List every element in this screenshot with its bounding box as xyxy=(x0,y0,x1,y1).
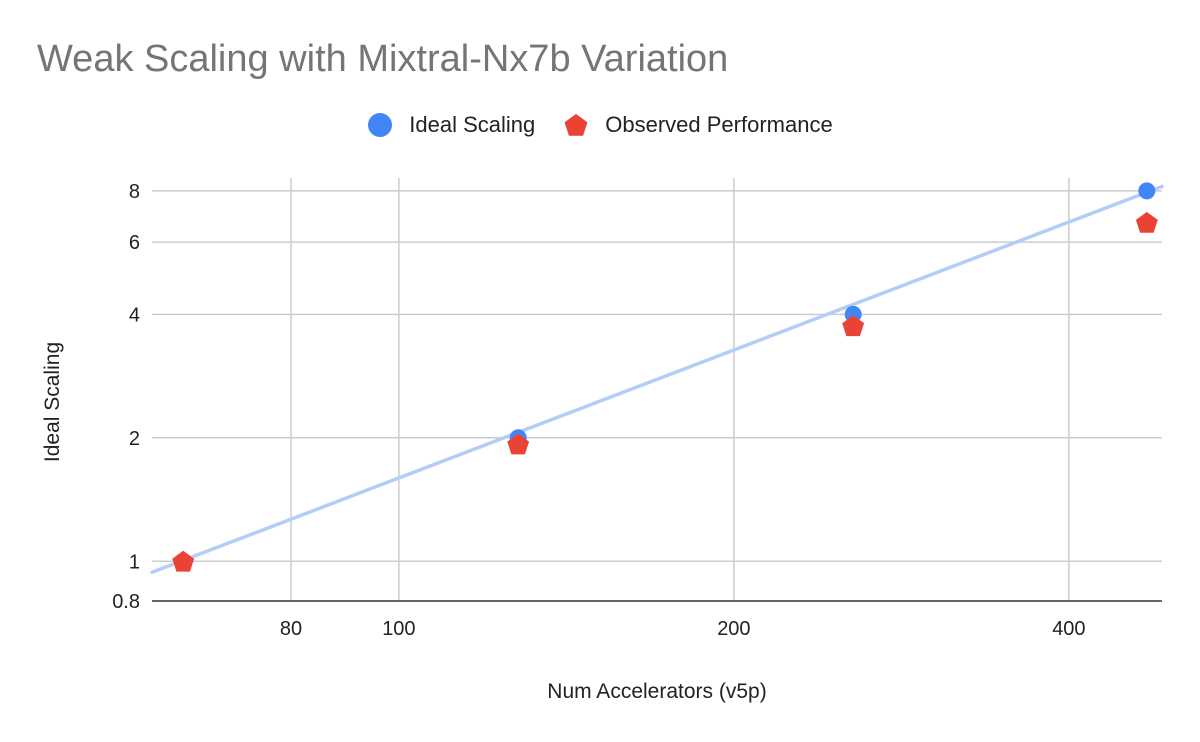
legend-label-observed-performance: Observed Performance xyxy=(605,112,833,137)
y-tick-label: 8 xyxy=(129,181,140,203)
grid-lines xyxy=(152,178,1162,602)
y-axis-label: Ideal Scaling xyxy=(41,342,64,462)
y-tick-label: 4 xyxy=(129,304,140,326)
observed-performance-point xyxy=(842,315,865,337)
legend-pentagon-icon xyxy=(564,114,588,136)
y-tick-label: 1 xyxy=(129,551,140,573)
chart-title: Weak Scaling with Mixtral-Nx7b Variation xyxy=(37,38,729,80)
y-tick-label: 6 xyxy=(129,232,140,254)
legend-circle-icon xyxy=(368,113,393,137)
observed-performance-point xyxy=(507,433,530,455)
y-tick-label: 0.8 xyxy=(112,591,140,613)
x-tick-label: 400 xyxy=(1052,618,1085,640)
x-tick-label: 80 xyxy=(280,618,302,640)
x-tick-label: 100 xyxy=(382,618,415,640)
x-tick-label: 200 xyxy=(717,618,750,640)
legend: Ideal Scaling Observed Performance xyxy=(0,110,1200,140)
legend-label-ideal-scaling: Ideal Scaling xyxy=(409,112,536,137)
trendline-layer xyxy=(150,184,1164,575)
trendline xyxy=(150,184,1164,575)
x-axis-label: Num Accelerators (v5p) xyxy=(547,680,766,703)
y-axis-ticks: 0.8 1 2 4 6 8 xyxy=(112,181,140,613)
ideal-scaling-point xyxy=(1138,182,1156,200)
data-marks xyxy=(172,182,1158,572)
y-tick-label: 2 xyxy=(129,428,140,450)
legend-item-observed-performance[interactable]: Observed Performance xyxy=(563,112,833,138)
x-axis-ticks: 80 100 200 400 xyxy=(280,618,1086,640)
observed-performance-point xyxy=(172,550,195,572)
observed-performance-point xyxy=(1135,212,1158,233)
legend-item-ideal-scaling[interactable]: Ideal Scaling xyxy=(367,112,535,138)
